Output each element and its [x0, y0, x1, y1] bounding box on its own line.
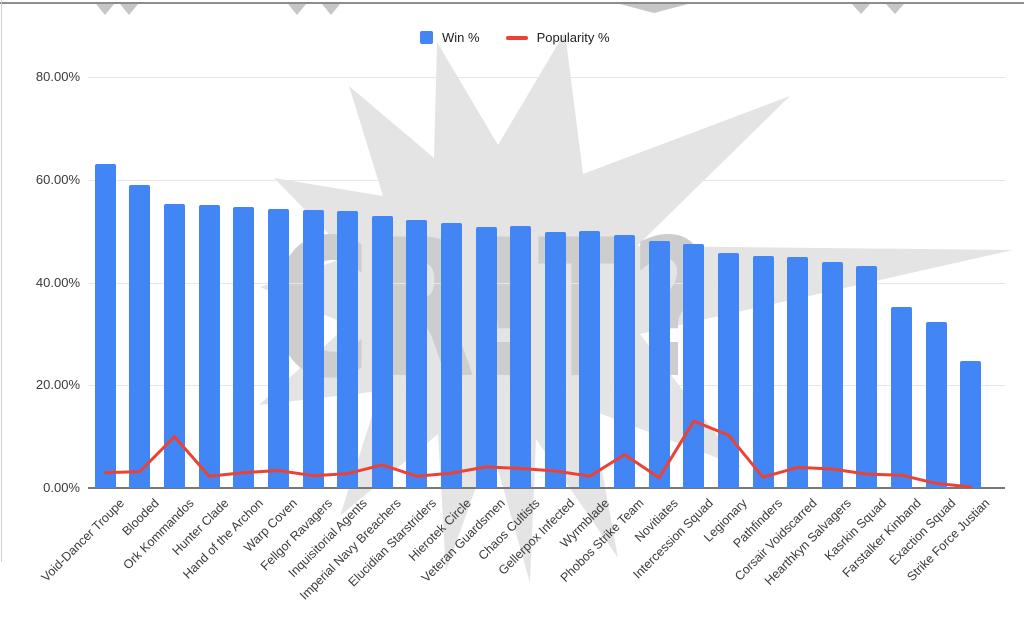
win-bar	[198, 205, 220, 488]
win-bar	[856, 265, 878, 488]
win-bar	[890, 306, 912, 488]
y-axis-tick-label: 80.00%	[35, 69, 80, 84]
legend-win-swatch-icon	[420, 31, 433, 44]
y-axis-tick-label: 60.00%	[35, 171, 80, 187]
y-axis-tick-label: 40.00%	[35, 274, 80, 290]
win-bar	[337, 210, 359, 488]
gridline-80	[88, 77, 1005, 78]
left-border-line	[1, 0, 2, 562]
win-bar	[129, 184, 151, 488]
legend-popularity-label: Popularity %	[536, 30, 610, 45]
win-bar	[302, 209, 324, 488]
win-bar	[94, 164, 116, 488]
win-bar	[787, 256, 809, 488]
win-bar	[821, 261, 843, 488]
win-bar	[371, 215, 393, 488]
win-bar	[406, 219, 428, 488]
win-bar	[752, 255, 774, 488]
win-bar	[717, 252, 739, 488]
win-bar	[475, 227, 497, 488]
win-bar	[960, 360, 982, 488]
win-bar	[267, 208, 289, 488]
win-bar	[440, 222, 462, 488]
win-bar	[544, 232, 566, 488]
win-bar	[614, 235, 636, 488]
gridline-60	[88, 179, 1005, 181]
legend: Win % Popularity %	[420, 30, 610, 45]
y-axis-tick-label: 0.00%	[43, 480, 80, 495]
win-bar	[925, 321, 947, 488]
top-edge-notches	[96, 4, 904, 15]
legend-popularity-line-icon	[505, 35, 528, 40]
win-bar	[233, 206, 255, 488]
legend-win-label: Win %	[442, 30, 480, 45]
y-axis-tick-label: 20.00%	[35, 377, 80, 393]
top-border-line	[0, 2, 1024, 4]
win-bar	[648, 241, 670, 488]
win-bar	[164, 204, 186, 488]
win-bar	[579, 231, 601, 488]
win-bar	[683, 244, 705, 488]
win-bar	[510, 225, 532, 488]
